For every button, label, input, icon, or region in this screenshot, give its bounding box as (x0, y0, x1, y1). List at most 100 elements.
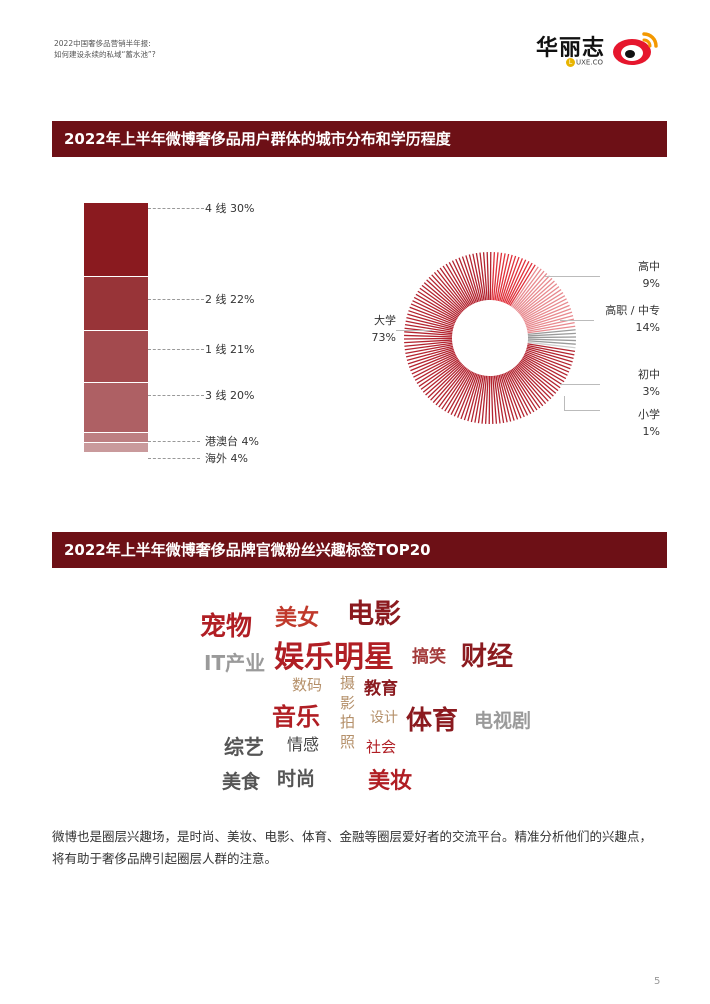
donut-slice-line-0 (450, 371, 474, 415)
donut-slice-line-0 (415, 293, 458, 320)
donut-slice-line-0 (525, 349, 572, 366)
donut-slice-line-0 (451, 260, 474, 305)
bar-leader-line (148, 458, 200, 459)
bar-label-4: 港澳台 4% (205, 435, 259, 448)
bar-leader-line (148, 208, 204, 209)
donut-slice-line-2 (519, 283, 558, 315)
donut-slice-line-0 (410, 303, 456, 324)
interest-tag: 数码 (292, 676, 323, 694)
donut-slice-line-0 (426, 279, 463, 313)
donut-slice-line-0 (457, 372, 477, 418)
edu-label-percent: 1% (642, 425, 660, 438)
donut-slice-line-0 (504, 372, 525, 418)
donut-slice-line-0 (527, 343, 576, 352)
luxeco-logo: 华丽志 (536, 36, 606, 61)
donut-slice-line-0 (413, 354, 457, 378)
interest-tag: IT产业 (204, 651, 266, 675)
weibo-logo-icon (610, 26, 662, 68)
donut-slice-line-2 (515, 275, 550, 311)
donut-slice-line-4 (527, 341, 576, 349)
donut-slice-line-0 (412, 300, 457, 323)
donut-slice-line-2 (524, 301, 569, 323)
edu-leader-line (564, 410, 600, 411)
donut-slice-line-0 (422, 361, 461, 393)
donut-slice-line-2 (514, 272, 548, 310)
donut-slice-line-0 (403, 337, 453, 340)
donut-slice-line-0 (474, 375, 484, 423)
donut-slice-line-0 (523, 353, 568, 376)
donut-slice-line-0 (435, 367, 467, 406)
donut-slice-line-3 (527, 338, 576, 342)
bar-segment-5 (84, 443, 148, 452)
donut-slice-line-1 (509, 264, 536, 307)
bar-leader-line (148, 349, 204, 350)
donut-slice-line-0 (421, 284, 461, 316)
edu-label-name: 小学 (638, 408, 660, 421)
donut-slice-line-2 (518, 280, 555, 314)
bar-label-3: 3 线 20% (205, 389, 255, 402)
donut-slice-line-0 (521, 358, 563, 386)
donut-slice-line-1 (494, 252, 503, 301)
donut-slice-line-2 (525, 308, 572, 326)
donut-slice-line-0 (520, 359, 561, 389)
report-subtitle-line2: 如何建设永续的私域“蓄水池”? (54, 50, 156, 59)
interest-tag: 娱乐明星 (274, 640, 394, 675)
donut-slice-line-0 (404, 340, 453, 347)
donut-slice-line-1 (508, 262, 533, 306)
bar-label-1: 2 线 22% (205, 293, 255, 306)
donut-slice-line-0 (423, 282, 462, 315)
donut-slice-line-2 (516, 277, 553, 313)
interest-tag: 综艺 (224, 735, 264, 759)
interest-tag: 体育 (406, 706, 459, 736)
donut-slice-line-0 (479, 252, 487, 301)
donut-slice-line-3 (527, 340, 576, 345)
donut-slice-line-0 (439, 267, 469, 308)
donut-slice-line-0 (410, 351, 456, 372)
donut-slice-line-2 (526, 314, 574, 329)
donut-slice-line-0 (470, 374, 483, 423)
luxeco-logo-sub-text: UXE.CO (576, 58, 603, 67)
edu-label-0: 大学 73% (340, 312, 396, 346)
donut-slice-line-0 (501, 373, 519, 420)
edu-label-percent: 9% (642, 277, 660, 290)
donut-slice-line-0 (404, 324, 453, 333)
section-title-city-education: 2022年上半年微博奢侈品用户群体的城市分布和学历程度 (52, 121, 667, 157)
bar-label-0: 4 线 30% (205, 202, 255, 215)
donut-slice-line-0 (514, 366, 547, 405)
edu-label-1: 高中 9% (600, 258, 660, 292)
donut-slice-line-0 (500, 374, 515, 421)
donut-slice-line-2 (512, 268, 542, 308)
bar-segment-3 (84, 383, 148, 432)
donut-slice-line-3 (527, 329, 576, 336)
edu-label-name: 高中 (638, 260, 660, 273)
donut-slice-line-1 (505, 259, 527, 304)
bar-label-5: 海外 4% (205, 452, 248, 465)
donut-slice-line-1 (491, 252, 496, 301)
interest-tag: 社会 (366, 738, 397, 756)
edu-label-name: 初中 (638, 368, 660, 381)
donut-slice-line-0 (510, 369, 538, 411)
donut-slice-line-1 (500, 255, 517, 302)
donut-slice-line-3 (527, 332, 576, 337)
donut-slice-line-0 (465, 255, 480, 302)
donut-slice-line-0 (461, 256, 479, 303)
donut-slice-line-0 (404, 331, 453, 336)
donut-slice-line-0 (413, 296, 457, 321)
donut-slice-line-0 (411, 353, 456, 375)
donut-slice-line-0 (516, 364, 552, 400)
edu-label-percent: 3% (642, 385, 660, 398)
interest-tag: 设计 (370, 710, 398, 726)
donut-slice-line-0 (522, 356, 565, 383)
donut-slice-line-0 (517, 363, 554, 397)
donut-slice-line-0 (486, 252, 490, 301)
edu-leader-line (564, 396, 565, 410)
edu-leader-line (560, 384, 600, 385)
edu-label-4: 小学 1% (600, 406, 660, 440)
donut-slice-line-0 (524, 352, 570, 373)
donut-slice-line-0 (512, 367, 544, 407)
donut-slice-line-0 (467, 374, 481, 422)
donut-slice-line-0 (507, 371, 532, 415)
donut-slice-line-0 (431, 274, 465, 311)
interest-tag: 情感 (287, 735, 320, 754)
donut-slice-line-1 (499, 254, 513, 302)
